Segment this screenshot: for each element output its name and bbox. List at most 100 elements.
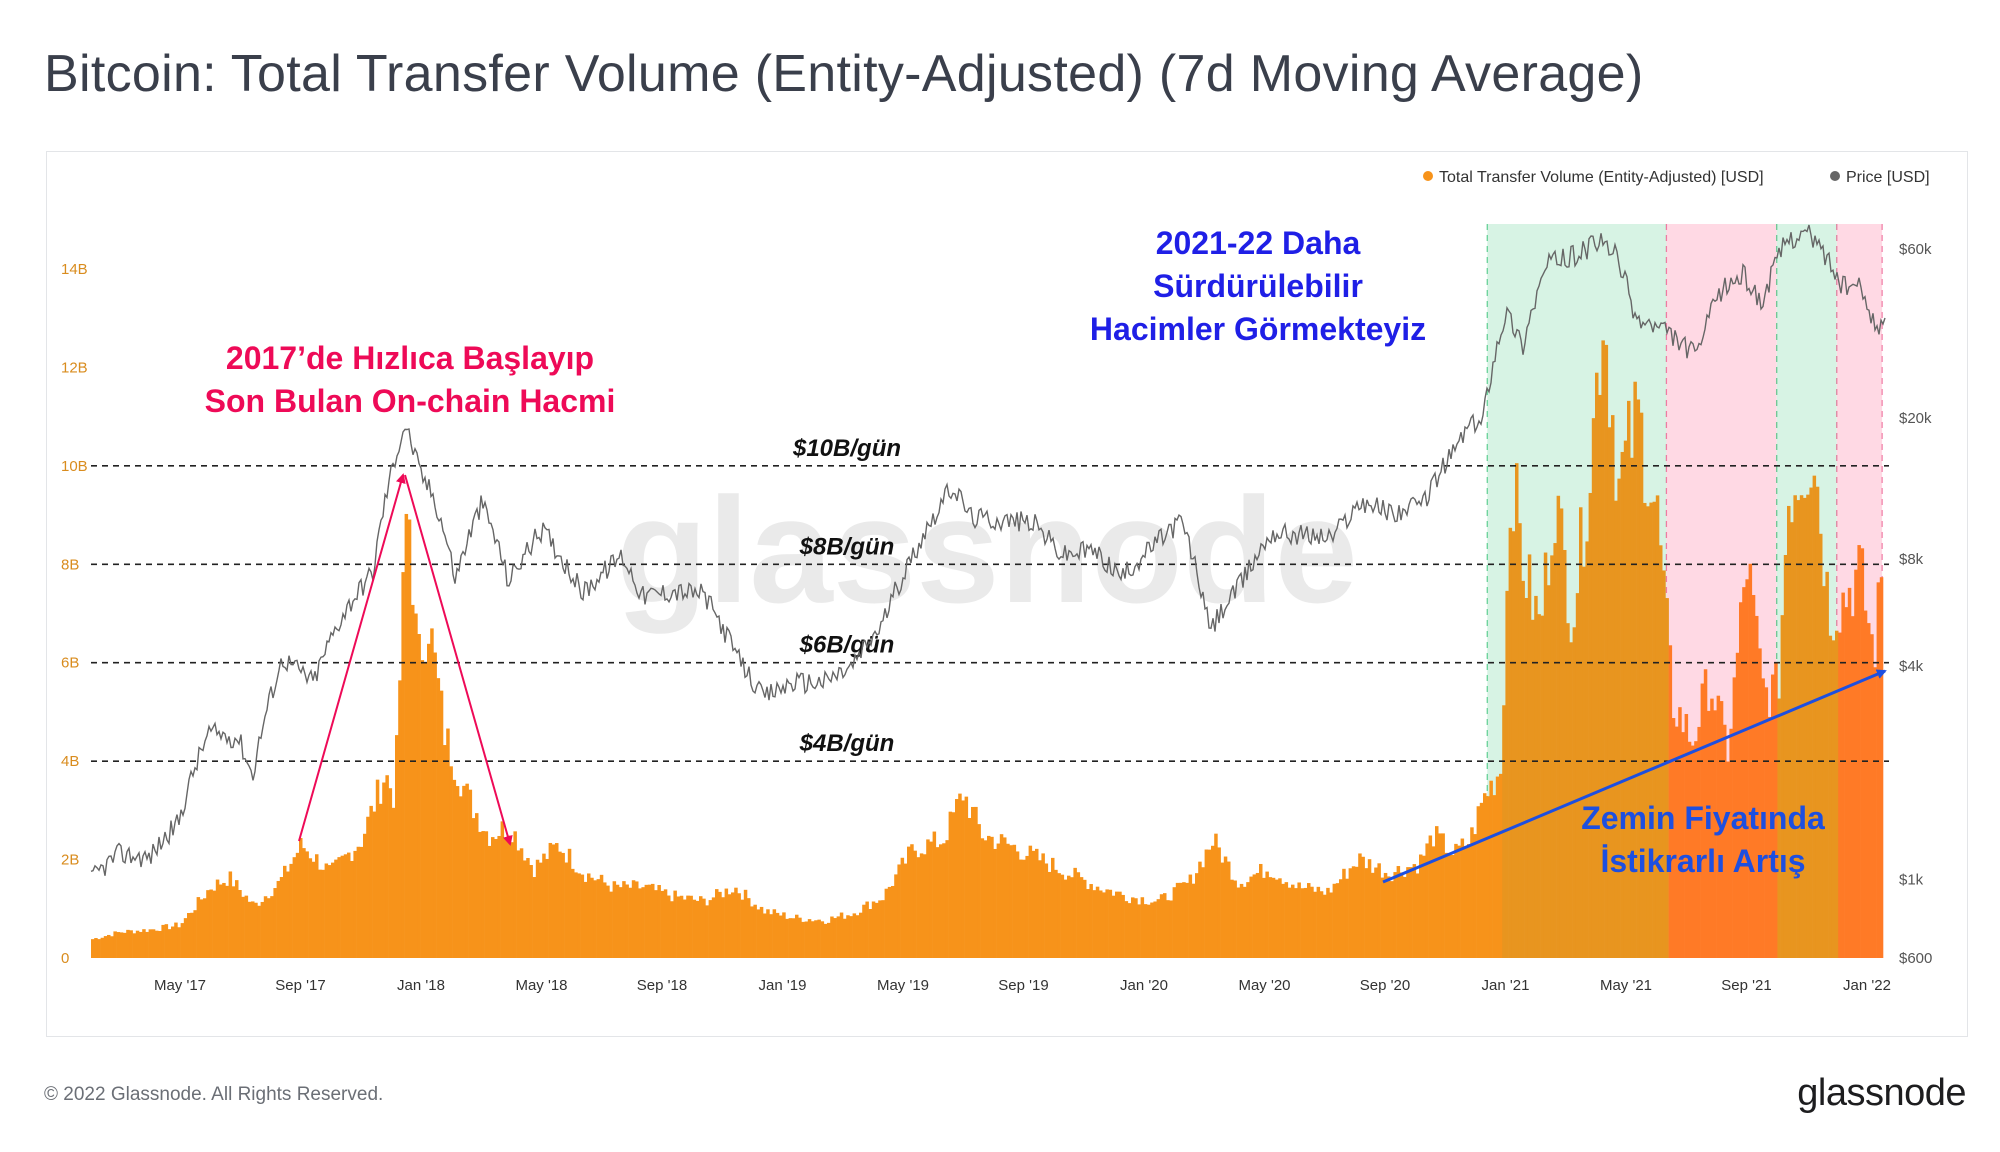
- volume-bar: [1591, 418, 1596, 958]
- volume-bar: [564, 862, 569, 958]
- volume-bar: [1188, 874, 1193, 958]
- volume-bar: [804, 921, 809, 958]
- volume-bar: [961, 800, 965, 958]
- volume-bar: [1076, 872, 1081, 958]
- arrow-red-up: [298, 473, 406, 842]
- volume-bar: [1822, 586, 1826, 958]
- volume-bar: [1396, 866, 1401, 958]
- volume-bar: [187, 913, 191, 958]
- volume-bar: [199, 899, 204, 958]
- volume-bar: [206, 890, 210, 958]
- volume-bar: [155, 930, 159, 958]
- volume-bar: [1287, 887, 1292, 958]
- volume-bar: [615, 884, 620, 958]
- volume-bar: [1649, 502, 1653, 958]
- volume-bar: [196, 897, 201, 958]
- volume-bar: [1620, 451, 1625, 958]
- volume-bar: [1073, 867, 1077, 958]
- y-left-tick-label: 4B: [61, 753, 79, 770]
- volume-bar: [347, 852, 351, 958]
- volume-bar: [1281, 883, 1285, 958]
- volume-bar: [388, 788, 393, 958]
- volume-bar: [1217, 847, 1221, 958]
- volume-bar: [676, 896, 681, 958]
- volume-bar: [1639, 412, 1644, 958]
- volume-bar: [1559, 508, 1564, 958]
- volume-bar: [1086, 889, 1090, 958]
- volume-bar: [225, 885, 229, 958]
- volume-bar: [1115, 891, 1119, 958]
- volume-bar: [263, 896, 268, 958]
- volume-bar: [868, 909, 873, 958]
- volume-bar: [510, 842, 514, 958]
- volume-bar: [183, 918, 188, 958]
- volume-bar: [628, 887, 633, 958]
- volume-bar: [1316, 886, 1321, 958]
- volume-bar: [1799, 495, 1804, 958]
- volume-bar: [283, 865, 287, 958]
- y-right-tick-label: $60k: [1899, 241, 1932, 258]
- watermark: glassnode: [616, 466, 1358, 634]
- volume-bar: [1105, 889, 1109, 958]
- volume-bar: [1431, 846, 1436, 958]
- volume-bar: [1252, 874, 1257, 958]
- volume-bar: [398, 680, 402, 958]
- volume-bar: [759, 906, 764, 958]
- volume-bar: [1636, 399, 1641, 958]
- volume-bar: [1383, 872, 1388, 958]
- x-tick-label: May '19: [877, 977, 929, 994]
- volume-bar: [1233, 880, 1237, 958]
- volume-bar: [1505, 590, 1509, 958]
- volume-bar: [830, 916, 834, 958]
- volume-bar: [747, 898, 751, 958]
- volume-bar: [1687, 741, 1692, 958]
- volume-bar: [1255, 872, 1260, 958]
- volume-bar: [852, 913, 857, 958]
- volume-bar: [603, 882, 607, 958]
- volume-bar: [1099, 890, 1103, 958]
- volume-bar: [535, 859, 540, 958]
- volume-bar: [1428, 835, 1433, 958]
- volume-bar: [1351, 866, 1356, 958]
- volume-bar: [971, 806, 975, 958]
- volume-bar: [465, 783, 469, 958]
- volume-bar: [174, 922, 178, 958]
- volume-bar: [1684, 714, 1689, 958]
- volume-bar: [1083, 879, 1087, 958]
- volume-bar: [894, 874, 898, 958]
- volume-bar: [1604, 344, 1609, 958]
- volume-bar: [1284, 882, 1289, 958]
- volume-bar: [1675, 726, 1679, 958]
- volume-bar: [727, 894, 732, 958]
- volume-bar: [1543, 552, 1548, 958]
- volume-bar: [718, 891, 722, 958]
- volume-bar: [103, 936, 108, 958]
- volume-bar: [884, 888, 889, 958]
- volume-bar: [545, 858, 549, 958]
- volume-bar: [1393, 872, 1397, 958]
- volume-bar: [849, 916, 853, 958]
- volume-bar: [875, 902, 879, 958]
- volume-bar: [1732, 677, 1737, 958]
- volume-bar: [411, 604, 415, 958]
- volume-bar: [350, 860, 354, 958]
- volume-bar: [327, 865, 332, 958]
- volume-bar: [369, 805, 373, 958]
- volume-bar: [1844, 607, 1849, 958]
- volume-bar: [1332, 883, 1337, 958]
- volume-bar: [286, 871, 290, 958]
- volume-bar: [1153, 901, 1157, 958]
- volume-bar: [1211, 845, 1215, 958]
- volume-bar: [647, 884, 652, 958]
- volume-bar: [1067, 875, 1071, 958]
- price-line: [90, 224, 1886, 876]
- volume-bar: [587, 873, 591, 958]
- volume-bar: [775, 912, 780, 958]
- volume-bar: [1767, 716, 1772, 958]
- volume-bar: [942, 843, 946, 958]
- volume-bar: [321, 869, 325, 958]
- volume-bar: [980, 838, 985, 958]
- volume-bar: [1815, 486, 1820, 958]
- volume-bar: [1835, 630, 1839, 958]
- volume-bar: [753, 904, 757, 958]
